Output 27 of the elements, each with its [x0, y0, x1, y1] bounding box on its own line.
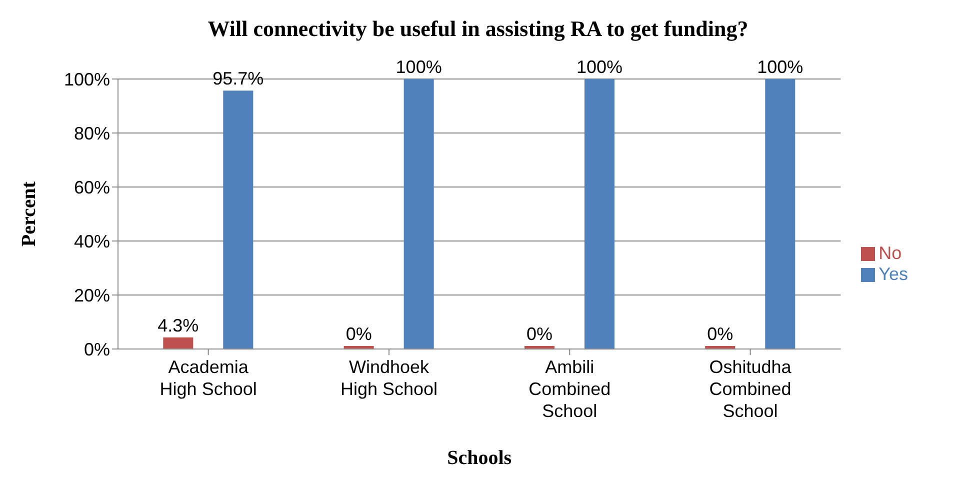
data-label: 4.3%: [158, 315, 199, 336]
data-label: 100%: [396, 57, 442, 77]
y-tick-label: 60%: [74, 177, 110, 198]
legend-label: Yes: [878, 264, 908, 284]
data-label: 0%: [346, 324, 372, 344]
data-label: 100%: [576, 57, 622, 77]
x-axis-title: Schools: [447, 447, 512, 469]
y-tick-label: 0%: [84, 339, 110, 360]
data-label: 95.7%: [212, 68, 264, 89]
x-tick-label: Academia High School: [160, 357, 257, 399]
y-axis-title: Percent: [18, 181, 40, 247]
y-tick-label: 40%: [74, 231, 110, 252]
data-label: 0%: [526, 324, 552, 344]
y-tick-label: 100%: [64, 69, 110, 90]
data-label: 0%: [707, 324, 734, 344]
x-tick-label: Oshitudha Combined School: [709, 357, 792, 421]
x-tick-label: Windhoek High School: [340, 357, 438, 399]
bar: [584, 79, 614, 349]
data-label: 100%: [757, 57, 804, 77]
bar: [765, 79, 796, 349]
bar: [404, 79, 434, 349]
legend-label: No: [878, 243, 902, 263]
chart-title: Will connectivity be useful in assisting RA to get funding?: [206, 16, 750, 42]
y-tick-label: 20%: [74, 285, 110, 306]
bar: [223, 90, 254, 349]
y-tick-label: 80%: [74, 123, 110, 144]
x-tick-label: Ambili Combined School: [528, 357, 611, 421]
